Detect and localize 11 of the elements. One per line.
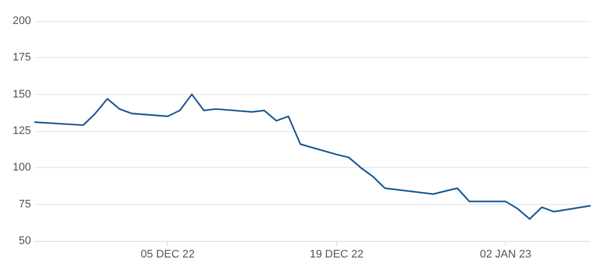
- y-tick-label: 75: [18, 198, 31, 210]
- x-tick-label: 19 DEC 22: [310, 248, 364, 260]
- y-tick-label: 50: [18, 235, 31, 247]
- y-tick-label: 200: [12, 15, 31, 27]
- x-tick-label: 02 JAN 23: [480, 248, 532, 260]
- y-tick-label: 125: [12, 125, 31, 137]
- x-tick-label: 05 DEC 22: [140, 248, 195, 260]
- line-series: [34, 94, 591, 220]
- y-tick-label: 175: [12, 52, 31, 64]
- y-tick-label: 150: [12, 88, 31, 100]
- y-tick-label: 100: [12, 162, 31, 174]
